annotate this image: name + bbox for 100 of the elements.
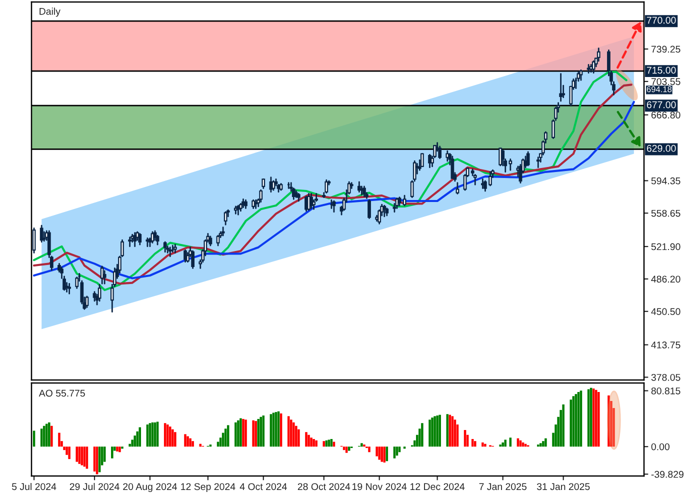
bar bbox=[484, 444, 486, 447]
bar bbox=[116, 446, 118, 452]
candlestick bbox=[254, 199, 258, 209]
candlestick bbox=[536, 156, 540, 168]
candlestick bbox=[208, 236, 212, 246]
candlestick bbox=[450, 156, 454, 179]
candlestick bbox=[224, 211, 228, 226]
bar bbox=[562, 404, 564, 447]
bar bbox=[608, 395, 610, 447]
x-tick-label: 5 Jul 2024 bbox=[12, 482, 56, 490]
bar bbox=[482, 442, 484, 447]
ref-line-label: 629.00 bbox=[646, 144, 676, 152]
bar bbox=[45, 424, 48, 447]
ref-line-label: 770.00 bbox=[646, 16, 676, 24]
candlestick bbox=[102, 270, 106, 284]
bar bbox=[66, 446, 68, 455]
x-tick-label: 12 Sep 2024 bbox=[181, 483, 236, 492]
bar bbox=[48, 422, 50, 447]
bar bbox=[50, 426, 53, 447]
bar bbox=[136, 431, 138, 447]
bar bbox=[298, 429, 300, 447]
bar bbox=[260, 416, 262, 447]
y-tick-label: 594.35 bbox=[651, 177, 680, 184]
candlestick bbox=[216, 234, 220, 246]
bar bbox=[315, 440, 318, 447]
bar bbox=[234, 422, 237, 447]
y-tick-label: -39.829 bbox=[651, 470, 684, 478]
bar bbox=[103, 446, 106, 462]
y-tick-label: 521.90 bbox=[651, 243, 680, 250]
bar bbox=[504, 440, 507, 447]
candlestick bbox=[324, 179, 328, 194]
bar bbox=[189, 438, 192, 447]
candlestick bbox=[446, 150, 450, 162]
candlestick bbox=[163, 241, 167, 253]
bar bbox=[502, 442, 504, 447]
bar bbox=[254, 421, 257, 447]
bar bbox=[597, 392, 600, 447]
bar bbox=[68, 446, 70, 460]
x-tick-label: 20 Aug 2024 bbox=[123, 483, 177, 492]
bar bbox=[305, 432, 308, 447]
bar bbox=[168, 426, 172, 447]
bar bbox=[295, 426, 298, 447]
candlestick bbox=[382, 204, 386, 218]
candlestick bbox=[92, 291, 96, 302]
bar bbox=[131, 440, 134, 447]
bar bbox=[434, 416, 436, 447]
candlestick bbox=[259, 189, 263, 203]
bar bbox=[474, 441, 476, 447]
bar bbox=[428, 420, 431, 447]
candlestick bbox=[156, 234, 160, 246]
bar bbox=[186, 436, 189, 447]
ref-line-label: 677.00 bbox=[646, 101, 676, 108]
bar bbox=[542, 441, 544, 447]
y-tick-label: 378.05 bbox=[651, 374, 680, 381]
bar bbox=[308, 434, 310, 447]
bar bbox=[257, 418, 260, 447]
bar bbox=[58, 432, 60, 447]
bar bbox=[128, 444, 131, 447]
bar bbox=[378, 446, 380, 460]
bar bbox=[76, 446, 78, 462]
y-tick-label: 450.50 bbox=[651, 308, 680, 316]
x-tick-label: 28 Oct 2024 bbox=[298, 483, 350, 490]
bar bbox=[310, 438, 312, 447]
y-tick-label: 558.65 bbox=[651, 210, 680, 217]
y-tick-label: 80.815 bbox=[651, 387, 680, 394]
y-tick-label: 0.00 bbox=[651, 443, 670, 450]
bar bbox=[172, 429, 174, 447]
y-tick-label: 739.25 bbox=[651, 46, 680, 53]
bar bbox=[111, 446, 114, 458]
bar bbox=[237, 420, 240, 447]
bar bbox=[544, 438, 547, 447]
bar bbox=[393, 446, 396, 458]
annotation: 694.18 bbox=[646, 86, 672, 92]
candlestick bbox=[368, 199, 371, 219]
bar bbox=[368, 446, 370, 452]
bar bbox=[438, 414, 441, 447]
bar bbox=[436, 416, 438, 447]
candlestick bbox=[402, 194, 406, 206]
y-tick-label: 413.75 bbox=[651, 342, 680, 348]
x-tick-label: 7 Jan 2025 bbox=[479, 483, 526, 490]
bar bbox=[244, 420, 247, 447]
candlestick bbox=[480, 178, 484, 189]
bar bbox=[345, 446, 348, 453]
candlestick bbox=[221, 226, 225, 236]
bar bbox=[174, 432, 176, 447]
bar bbox=[292, 422, 295, 447]
bar bbox=[360, 443, 363, 447]
bar bbox=[80, 446, 84, 466]
x-tick-label: 29 Jul 2024 bbox=[70, 482, 120, 490]
bar bbox=[199, 444, 202, 447]
bar bbox=[312, 439, 315, 447]
text: AO 55.775 bbox=[38, 390, 85, 397]
candlestick bbox=[592, 60, 596, 74]
bar bbox=[348, 446, 350, 451]
bar bbox=[342, 446, 346, 450]
candlestick bbox=[262, 178, 266, 189]
bar bbox=[118, 446, 121, 452]
candlestick bbox=[153, 230, 157, 241]
candlestick bbox=[456, 182, 460, 194]
candlestick bbox=[559, 73, 563, 102]
